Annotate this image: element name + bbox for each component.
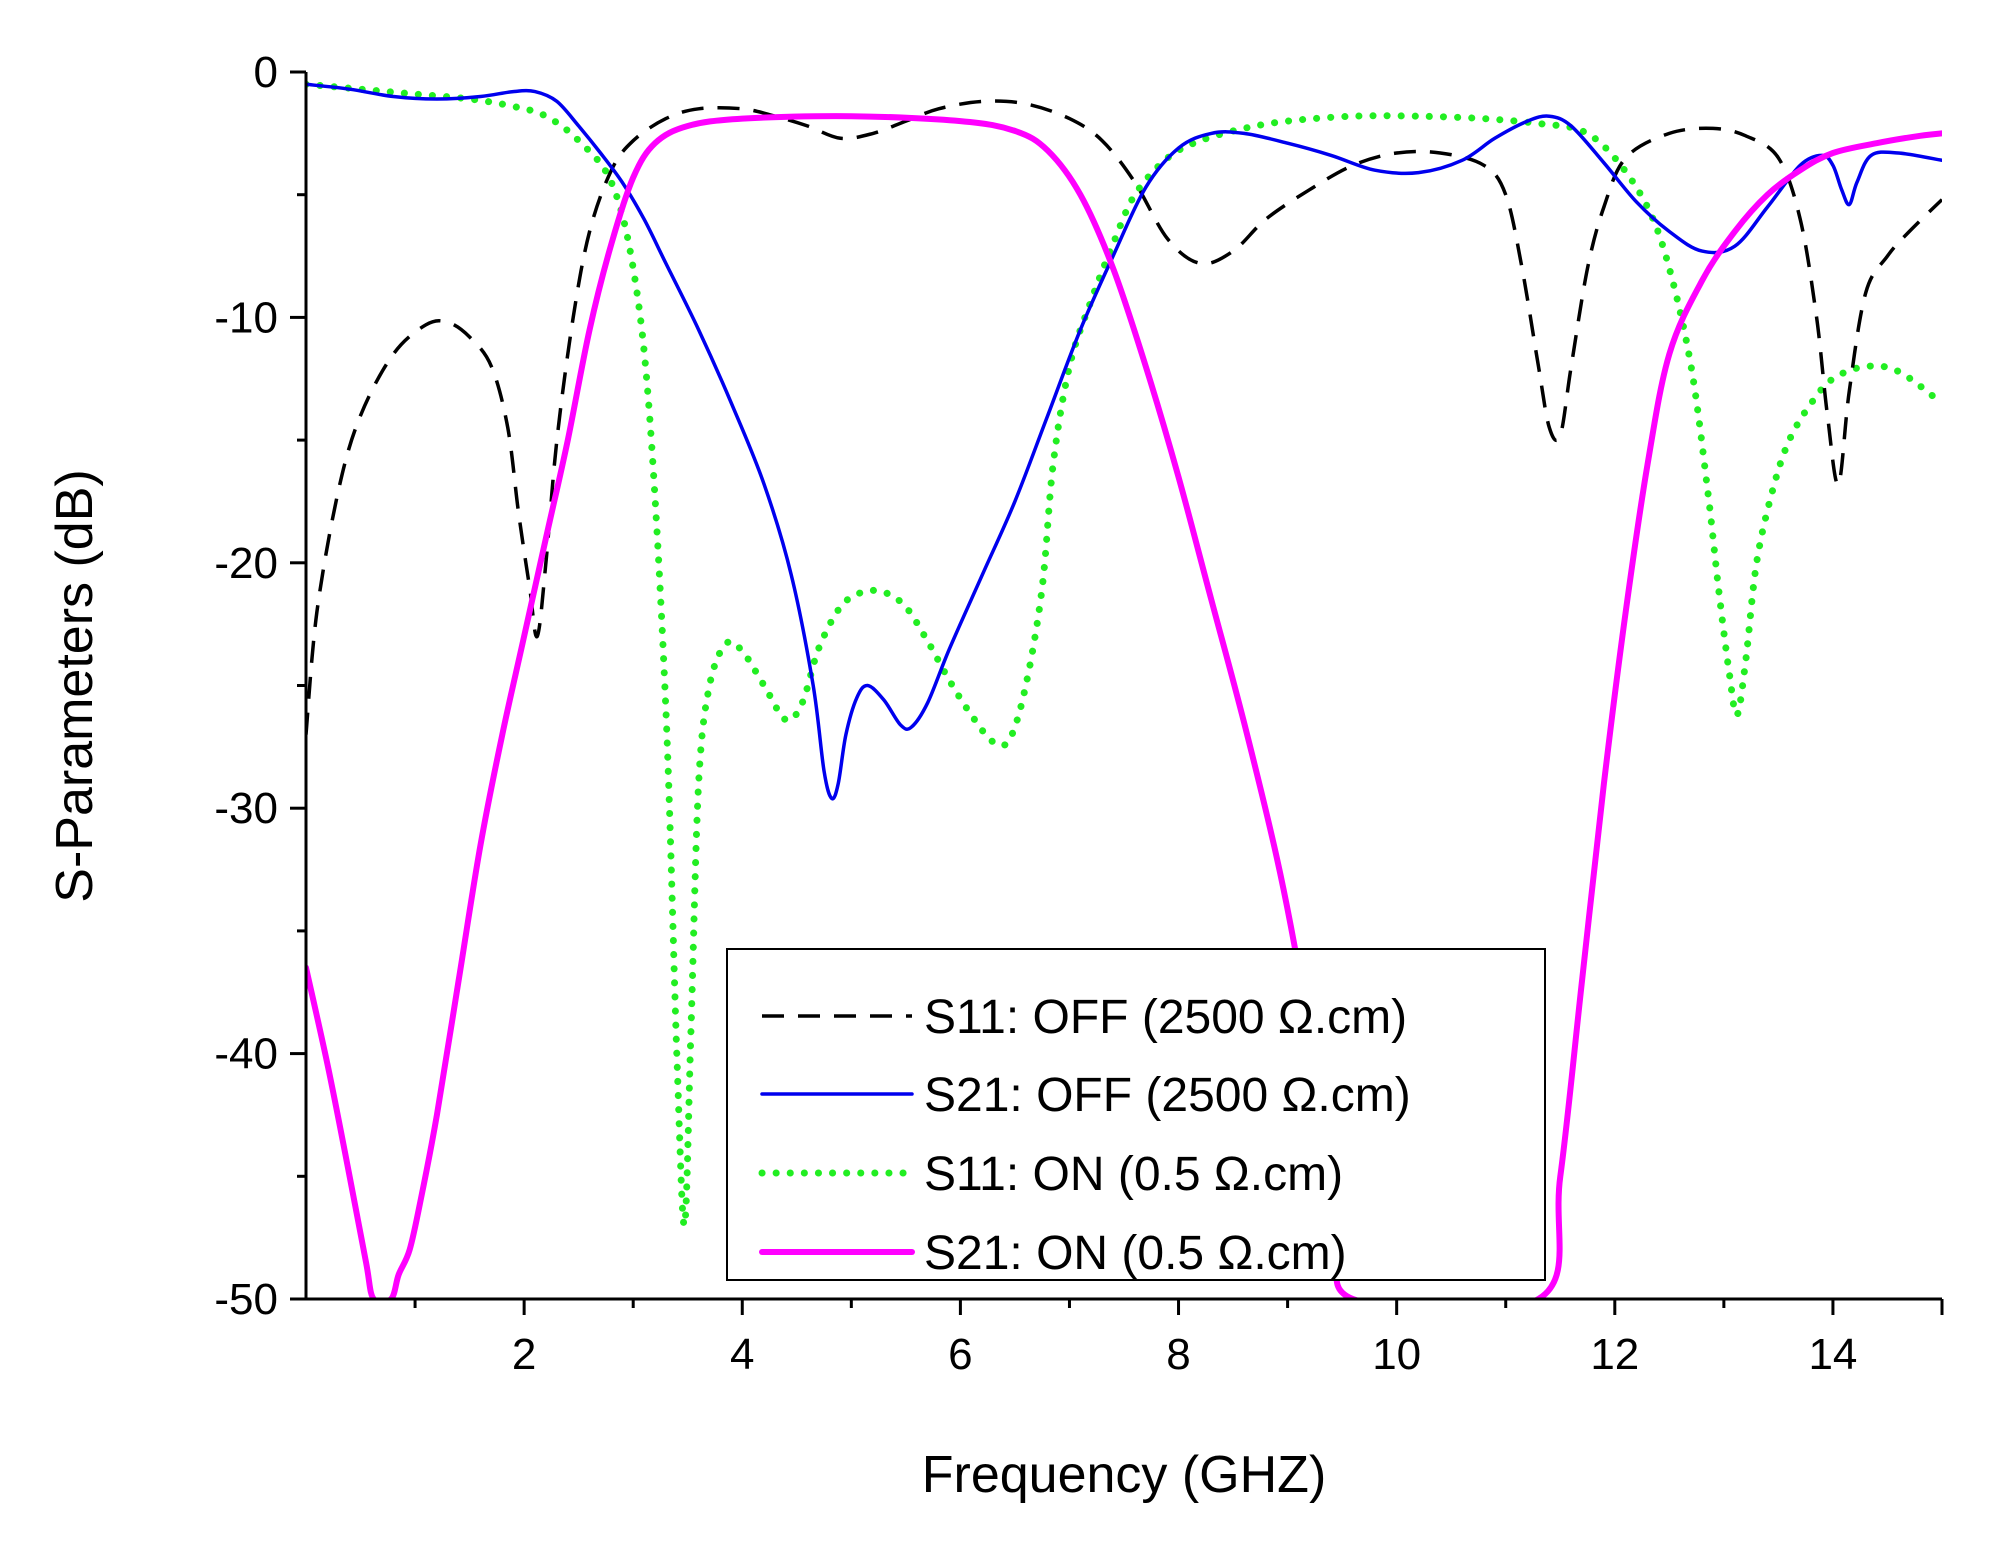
- y-axis-title: S-Parameters (dB): [46, 469, 104, 902]
- legend-label-3: S11: ON (0.5 Ω.cm): [924, 1148, 1343, 1201]
- series-layer: [306, 80, 1942, 1299]
- y-tick-label: -30: [214, 784, 278, 833]
- legend-label-4: S21: ON (0.5 Ω.cm): [924, 1227, 1347, 1280]
- y-tick-label: -50: [214, 1275, 278, 1324]
- series-line-1: [306, 99, 1942, 735]
- ticks: 2 4 6 8 10 12 14 0 -10 -20 -30 -40 -50: [214, 48, 1944, 1379]
- x-axis-title: Frequency (GHZ): [922, 1446, 1327, 1504]
- x-tick-label: 4: [730, 1330, 754, 1379]
- y-tick-label: -40: [214, 1030, 278, 1079]
- x-tick-label: 12: [1590, 1330, 1639, 1379]
- legend: S11: OFF (2500 Ω.cm) S21: OFF (2500 Ω.cm)…: [726, 948, 1546, 1281]
- y-tick-label: -10: [214, 293, 278, 342]
- y-tick-label: 0: [254, 48, 278, 97]
- series-line-4: [306, 113, 1942, 1299]
- legend-label-1: S11: OFF (2500 Ω.cm): [924, 991, 1407, 1044]
- x-tick-label: 2: [512, 1330, 536, 1379]
- x-tick-label: 14: [1808, 1330, 1857, 1379]
- series-line-3: [306, 80, 1942, 1229]
- y-tick-label: -20: [214, 539, 278, 588]
- series-line-2: [306, 82, 1942, 801]
- x-tick-label: 10: [1372, 1330, 1421, 1379]
- x-tick-label: 6: [948, 1330, 972, 1379]
- x-tick-label: 8: [1166, 1330, 1190, 1379]
- legend-label-2: S21: OFF (2500 Ω.cm): [924, 1069, 1411, 1122]
- legend-items: S11: OFF (2500 Ω.cm) S21: OFF (2500 Ω.cm)…: [758, 991, 1411, 1280]
- legend-box: [726, 948, 1546, 1281]
